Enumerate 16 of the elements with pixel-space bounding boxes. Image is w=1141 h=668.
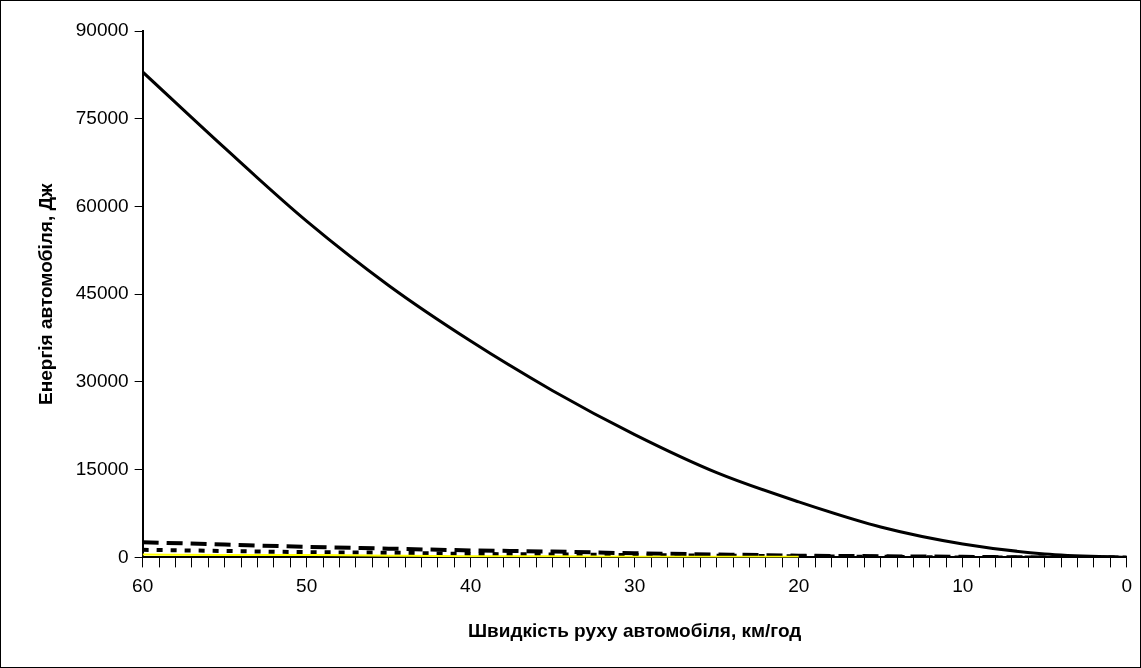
y-tick-label: 45000	[75, 282, 129, 304]
x-axis-title: Швидкість руху автомобіля, км/год	[467, 619, 802, 641]
y-axis-title: Енергія автомобіля, Дж	[34, 182, 56, 405]
x-tick-label: 30	[624, 575, 646, 597]
x-tick-label: 50	[296, 575, 318, 597]
y-tick-label: 90000	[75, 19, 129, 41]
x-tick-label: 60	[132, 575, 154, 597]
x-tick-label: 0	[1121, 575, 1133, 597]
y-tick-label: 30000	[75, 370, 129, 392]
y-tick-label: 0	[118, 545, 129, 567]
x-tick-label: 20	[788, 575, 810, 597]
y-tick-label: 75000	[75, 106, 129, 128]
x-tick-label: 40	[460, 575, 482, 597]
y-tick-label: 15000	[75, 457, 129, 479]
x-tick-label: 10	[952, 575, 974, 597]
y-tick-label: 60000	[75, 194, 129, 216]
